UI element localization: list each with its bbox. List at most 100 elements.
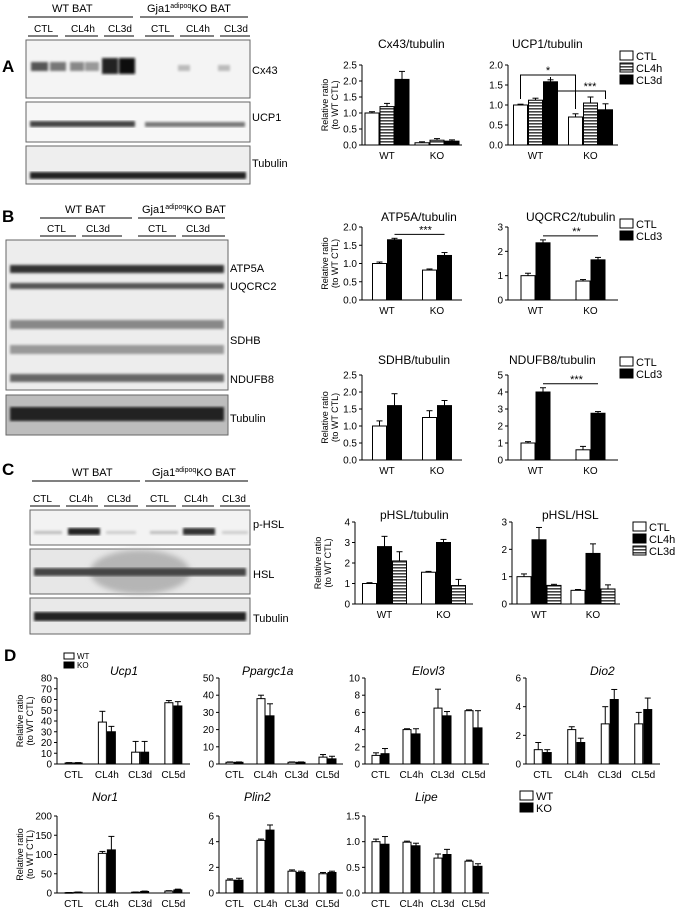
chart-bar	[106, 849, 116, 894]
chart-xtick-label: KO	[430, 306, 445, 317]
blot-group-ko: Gja1adipoqKO BAT	[152, 467, 236, 479]
blot-group-wt: WT BAT	[65, 204, 106, 216]
chart-sig-bracket	[550, 77, 606, 99]
chart-ytick-label: 1.0	[489, 101, 503, 112]
chart-ylabel-line: (to WT CTL)	[330, 239, 340, 288]
chart-xtick-label: WT	[528, 306, 544, 317]
chart-title: pHSL/tubulin	[380, 508, 449, 522]
chart-ytick-label: 80	[41, 674, 53, 685]
chart-ylabel: Relative ratio(to WT CTL)	[313, 537, 333, 590]
chart-d4: Dio2 0 2 4 6 CTL CL4h CL3d CL5d	[515, 664, 660, 781]
chart-ytick-label: 4	[497, 388, 503, 399]
chart-bar	[392, 560, 407, 605]
chart-legend-label: CL3d	[636, 75, 662, 87]
chart-bar	[422, 269, 437, 301]
chart-xtick-label: CL3d	[285, 899, 309, 910]
chart-legend-label: CTL	[636, 51, 657, 63]
chart-xtick-label: CL4h	[400, 770, 424, 781]
chart-ytick-label: 3	[501, 518, 507, 529]
chart-ylabel-line: (to WT CTL)	[330, 393, 340, 442]
chart-ylabel-line: Relative ratio	[320, 391, 330, 444]
chart-sig-label: ***	[584, 81, 598, 93]
chart-legend-label: CLd3	[636, 369, 662, 381]
chart-ytick-label: 20	[203, 725, 215, 736]
chart-xtick-label: CL5d	[161, 899, 185, 910]
chart-a2: UCP1/tubulin 0.0 0.5 1.0 1.5 2.0 WT KO CTLCL4hCL…	[489, 37, 662, 162]
chart-bar	[583, 102, 598, 146]
chart-bar	[372, 425, 387, 461]
chart-bar	[371, 841, 381, 894]
chart-legend-swatch	[632, 545, 647, 556]
chart-ylabel-line: (to WT CTL)	[330, 80, 340, 129]
blot-group-ko-sup: adipoq	[175, 467, 196, 474]
chart-ylabel: Relative ratio(to WT CTL)	[320, 391, 340, 444]
chart-bar	[380, 843, 390, 894]
chart-xtick-label: CL4h	[564, 770, 588, 781]
chart-legend-label: CLd3	[636, 231, 662, 243]
chart-xtick-label: CTL	[64, 899, 83, 910]
chart-bar	[140, 890, 150, 894]
chart-xtick-label: CL5d	[462, 770, 486, 781]
chart-bar	[411, 845, 421, 894]
chart-ytick-label: 1.5	[489, 81, 503, 92]
chart-bar	[377, 546, 392, 605]
chart-bar	[520, 442, 536, 461]
chart-ytick-label: 0.0	[489, 141, 503, 152]
chart-bar	[287, 870, 297, 894]
chart-title: UCP1/tubulin	[512, 37, 583, 51]
chart-bar	[140, 751, 150, 765]
chart-ytick-label: 0	[208, 760, 214, 771]
blot-cond: CTL	[148, 224, 167, 235]
blot-cond: CL3d	[186, 224, 210, 235]
chart-legend-label: CTL	[649, 522, 670, 534]
blot-cond: CL3d	[86, 224, 110, 235]
chart-bar	[421, 571, 436, 605]
chart-bar	[164, 702, 174, 765]
chart-xtick-label: CL5d	[316, 770, 340, 781]
blot-group-ko-suffix: KO BAT	[196, 467, 236, 479]
blot-band-label: HSL	[253, 569, 274, 581]
chart-ytick-label: 1.0	[343, 259, 357, 270]
chart-bar	[513, 104, 528, 146]
chart-xtick-label: CTL	[371, 899, 390, 910]
chart-xtick-label: CL3d	[431, 770, 455, 781]
chart-ytick-label: 0.0	[343, 296, 357, 307]
chart-bar	[598, 109, 613, 146]
chart-bar	[364, 112, 380, 146]
blot-band-label: Tubulin	[252, 158, 288, 170]
chart-bar	[164, 890, 174, 894]
blot-membrane-oxphos	[5, 239, 229, 391]
chart-title: SDHB/tubulin	[378, 353, 450, 367]
blot-cond: CL4h	[184, 494, 208, 505]
blot-cond: CTL	[150, 494, 169, 505]
chart-ylabel-line: (to WT CTL)	[25, 830, 35, 879]
chart-legend-swatch	[619, 368, 634, 379]
chart-ytick-label: 2.5	[343, 371, 357, 382]
chart-title: Elovl3	[412, 664, 445, 678]
chart-ytick-label: 1	[497, 439, 503, 450]
chart-d5: Nor1 Relative ratio(to WT CTL) 0 50 100 150 20…	[15, 790, 190, 910]
chart-bar	[422, 417, 437, 461]
blot-band-label: Cx43	[252, 65, 278, 77]
chart-ytick-label: 4	[354, 725, 360, 736]
blot-band-label: SDHB	[230, 335, 261, 347]
chart-ytick-label: 50	[203, 674, 215, 685]
chart-sig-bracket	[520, 74, 576, 109]
chart-title: ATP5A/tubulin	[381, 210, 457, 224]
chart-legend-label: KO	[77, 661, 89, 670]
chart-ytick-label: 30	[203, 708, 215, 719]
chart-ytick-label: 70	[41, 684, 53, 695]
chart-ytick-label: 0	[501, 600, 507, 611]
chart-legend-label: WT	[536, 791, 553, 803]
chart-bar	[433, 707, 443, 765]
chart-bar	[234, 879, 244, 894]
chart-bar	[296, 871, 306, 894]
chart-legend-label: CTL	[636, 357, 657, 369]
chart-ytick-label: 2.0	[343, 77, 357, 88]
chart-xtick-label: CL3d	[128, 770, 152, 781]
chart-ytick-label: 200	[35, 812, 52, 823]
chart-ytick-label: 50	[41, 706, 53, 717]
chart-bar	[225, 761, 235, 765]
blot-cond: CTL	[33, 494, 52, 505]
chart-legend-swatch	[619, 218, 634, 229]
